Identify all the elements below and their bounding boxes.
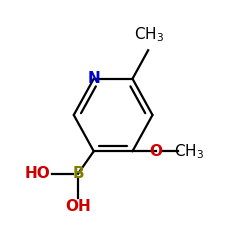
Text: N: N: [88, 71, 100, 86]
Text: CH$_3$: CH$_3$: [174, 142, 204, 161]
Text: OH: OH: [65, 199, 91, 214]
Text: B: B: [72, 166, 84, 181]
Text: O: O: [150, 144, 163, 159]
Text: HO: HO: [25, 166, 50, 181]
Text: CH$_3$: CH$_3$: [134, 25, 164, 44]
